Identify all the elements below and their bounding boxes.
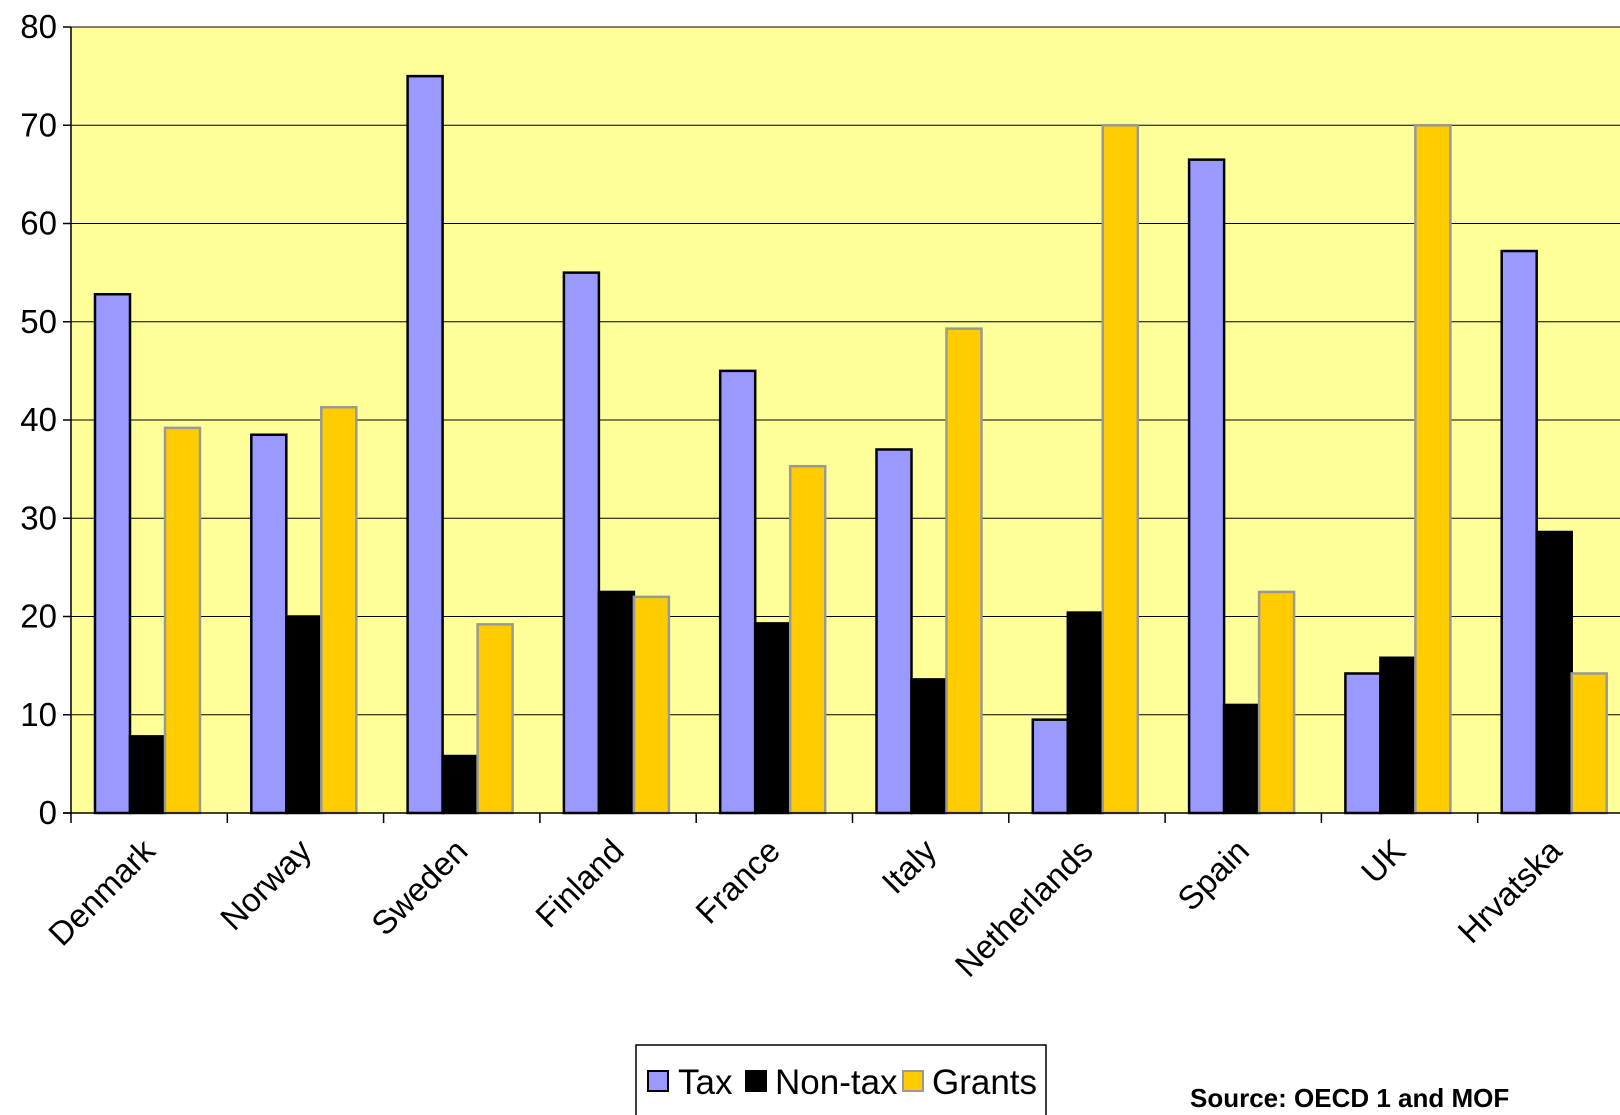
legend-box bbox=[635, 1044, 1047, 1115]
bar-grants-hrvatska bbox=[1570, 672, 1608, 815]
bar-non-tax-italy bbox=[910, 678, 948, 815]
bar-non-tax-finland bbox=[597, 590, 636, 815]
bar-grants-sweden bbox=[476, 623, 514, 815]
x-tick-label-netherlands: Netherlands bbox=[948, 832, 1100, 984]
y-tick-label-0: 0 bbox=[39, 794, 57, 831]
bar-grants-finland bbox=[632, 595, 671, 815]
bar-non-tax-france bbox=[753, 622, 792, 815]
bar-grants-norway bbox=[320, 405, 358, 815]
bar-tax-sweden bbox=[406, 74, 444, 815]
bar-tax-uk bbox=[1344, 672, 1382, 815]
y-tick-label-40: 40 bbox=[20, 401, 57, 438]
bar-non-tax-spain bbox=[1222, 703, 1261, 815]
x-tick-label-denmark: Denmark bbox=[41, 831, 162, 952]
y-axis-ticks: 0 10 20 30 40 50 60 70 80 bbox=[20, 8, 71, 831]
legend: Tax Non-tax Grants bbox=[635, 1044, 1047, 1115]
bars-group bbox=[93, 74, 1608, 815]
bar-tax-denmark bbox=[93, 292, 132, 815]
legend-label-non-tax: Non-tax bbox=[775, 1063, 898, 1102]
y-tick-label-70: 70 bbox=[20, 106, 57, 143]
bar-tax-spain bbox=[1187, 158, 1226, 815]
bar-grants-uk bbox=[1414, 124, 1452, 815]
legend-label-grants: Grants bbox=[932, 1063, 1037, 1102]
y-tick-label-30: 30 bbox=[20, 499, 57, 536]
x-tick-label-sweden: Sweden bbox=[364, 832, 474, 942]
legend-swatch-non-tax bbox=[745, 1070, 767, 1092]
bar-non-tax-norway bbox=[285, 615, 323, 815]
bar-tax-france bbox=[718, 369, 757, 815]
bar-non-tax-netherlands bbox=[1066, 611, 1105, 815]
legend-swatch-tax bbox=[647, 1070, 669, 1092]
y-tick-label-50: 50 bbox=[20, 303, 57, 340]
bar-tax-finland bbox=[562, 271, 601, 815]
legend-swatch-grants bbox=[902, 1070, 924, 1092]
y-tick-label-80: 80 bbox=[20, 8, 57, 45]
bar-tax-hrvatska bbox=[1500, 249, 1538, 815]
x-tick-label-spain: Spain bbox=[1170, 832, 1256, 918]
x-tick-label-uk: UK bbox=[1354, 832, 1413, 891]
bar-non-tax-sweden bbox=[441, 754, 479, 815]
bar-tax-norway bbox=[250, 433, 288, 815]
bar-tax-netherlands bbox=[1031, 718, 1070, 815]
legend-label-tax: Tax bbox=[678, 1063, 733, 1102]
bar-non-tax-denmark bbox=[128, 735, 167, 815]
bar-grants-netherlands bbox=[1101, 124, 1140, 815]
bar-non-tax-hrvatska bbox=[1535, 530, 1573, 815]
x-axis-ticks: Denmark Norway Sweden Finland France Italy Net… bbox=[41, 813, 1569, 984]
x-tick-label-norway: Norway bbox=[213, 831, 319, 937]
y-tick-label-20: 20 bbox=[20, 598, 57, 635]
bar-non-tax-uk bbox=[1379, 656, 1417, 815]
bar-grants-france bbox=[788, 464, 827, 815]
axes bbox=[63, 27, 1620, 823]
x-tick-label-france: France bbox=[688, 832, 787, 931]
y-tick-label-60: 60 bbox=[20, 205, 57, 242]
x-tick-label-finland: Finland bbox=[528, 832, 631, 935]
y-tick-label-10: 10 bbox=[20, 696, 57, 733]
bar-tax-italy bbox=[875, 448, 913, 815]
source-note: Source: OECD 1 and MOF bbox=[1190, 1083, 1509, 1113]
bar-grants-italy bbox=[945, 327, 983, 815]
bar-grants-spain bbox=[1257, 590, 1296, 815]
bar-grants-denmark bbox=[163, 426, 202, 815]
x-tick-label-hrvatska: Hrvatska bbox=[1450, 831, 1569, 950]
x-tick-label-italy: Italy bbox=[874, 831, 943, 900]
